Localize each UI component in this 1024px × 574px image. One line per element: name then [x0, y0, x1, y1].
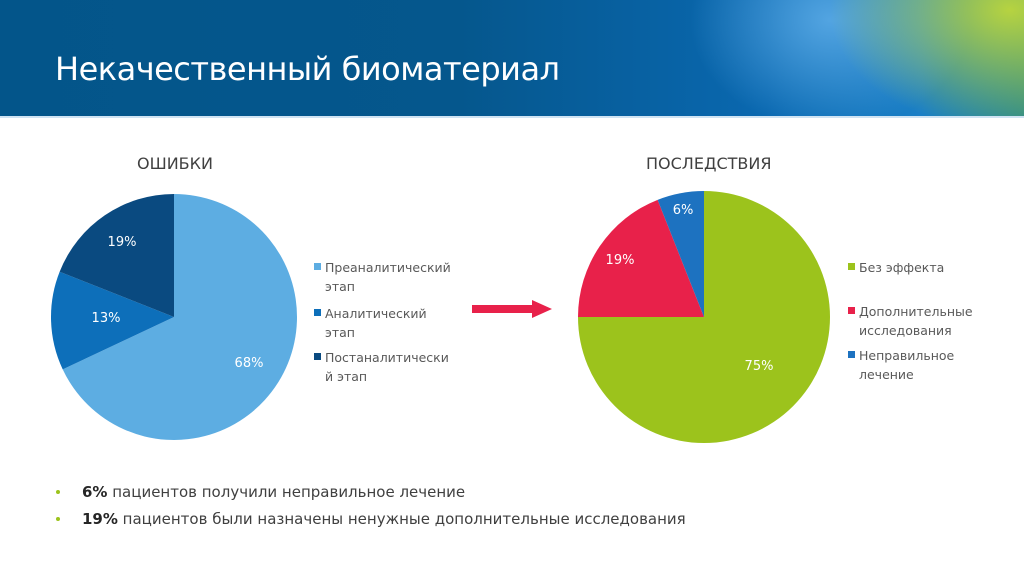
arrow-right-icon — [472, 300, 552, 318]
legend-item-wrong-treatment: Неправильное лечение — [848, 346, 973, 384]
bullet-highlight: 6% — [82, 483, 108, 501]
legend-label: Преаналитический — [325, 260, 451, 275]
legend-label: Без эффекта — [859, 260, 945, 275]
pie-slice — [59, 194, 174, 317]
bullet-item: 6% пациентов получили неправильное лечен… — [56, 480, 686, 507]
pie-slice — [50, 271, 175, 370]
legend-label: й этап — [325, 369, 368, 384]
pie-slice — [578, 199, 704, 317]
bullet-text: пациентов получили неправильное лечение — [107, 483, 466, 501]
chart-title-errors: ОШИБКИ — [137, 154, 213, 173]
pie-data-label: 13% — [92, 311, 121, 326]
legend-label: этап — [325, 325, 355, 340]
legend-item-postanalytical: Постаналитически й этап — [314, 348, 451, 386]
bullet-list: 6% пациентов получили неправильное лечен… — [56, 480, 686, 534]
legend-consequences: Без эффекта Дополнительные исследования … — [848, 258, 973, 384]
pie-data-label: 6% — [673, 203, 694, 218]
legend-swatch-icon — [848, 307, 855, 314]
legend-label: лечение — [859, 367, 914, 382]
legend-swatch-icon — [848, 351, 855, 358]
bullet-text: пациентов были назначены ненужные дополн… — [117, 510, 686, 528]
bullet-icon — [56, 517, 60, 521]
pie-slice — [62, 194, 298, 440]
legend-errors: Преаналитический этап Аналитический этап… — [314, 258, 451, 386]
legend-item-no-effect: Без эффекта — [848, 258, 973, 302]
legend-label: Неправильное — [859, 348, 955, 363]
pie-data-label: 19% — [108, 235, 137, 250]
legend-swatch-icon — [848, 263, 855, 270]
header-banner — [0, 0, 1024, 116]
pie-data-label: 75% — [745, 359, 774, 374]
legend-label: Дополнительные — [859, 304, 973, 319]
pie-slice — [657, 191, 704, 317]
legend-item-analytical: Аналитический этап — [314, 304, 451, 348]
legend-label: Аналитический — [325, 306, 427, 321]
legend-label: исследования — [859, 323, 952, 338]
page-title: Некачественный биоматериал — [55, 50, 560, 88]
pie-data-label: 19% — [606, 253, 635, 268]
pie-data-label: 68% — [235, 356, 264, 371]
legend-item-additional-tests: Дополнительные исследования — [848, 302, 973, 346]
chart-title-consequences: ПОСЛЕДСТВИЯ — [646, 154, 772, 173]
legend-label: Постаналитически — [325, 350, 449, 365]
legend-item-preanalytical: Преаналитический этап — [314, 258, 451, 304]
legend-swatch-icon — [314, 263, 321, 270]
bullet-icon — [56, 490, 60, 494]
legend-label: этап — [325, 279, 355, 294]
legend-swatch-icon — [314, 353, 321, 360]
bullet-highlight: 19% — [82, 510, 118, 528]
legend-swatch-icon — [314, 309, 321, 316]
header-divider — [0, 116, 1024, 118]
bullet-item: 19% пациентов были назначены ненужные до… — [56, 507, 686, 534]
